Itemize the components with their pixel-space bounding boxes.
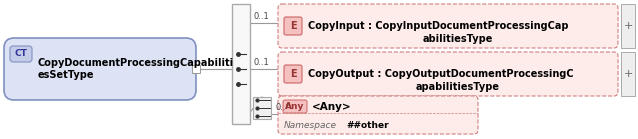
Text: Namespace: Namespace <box>284 121 337 130</box>
Text: +: + <box>623 21 633 31</box>
Text: 0..1: 0..1 <box>254 12 270 21</box>
Text: abilitiesType: abilitiesType <box>423 34 493 44</box>
Text: ##other: ##other <box>346 121 389 130</box>
Bar <box>192 65 200 73</box>
Text: +: + <box>623 69 633 79</box>
Text: CopyInput : CopyInputDocumentProcessingCap: CopyInput : CopyInputDocumentProcessingC… <box>308 21 568 31</box>
Bar <box>232 4 250 124</box>
Text: CopyDocumentProcessingCapabiliti
esSetType: CopyDocumentProcessingCapabiliti esSetTy… <box>38 58 234 80</box>
Text: 0..1: 0..1 <box>254 58 270 67</box>
FancyBboxPatch shape <box>284 17 302 35</box>
FancyBboxPatch shape <box>278 52 618 96</box>
Text: apabilitiesType: apabilitiesType <box>416 82 500 92</box>
Text: CT: CT <box>15 49 27 59</box>
Text: 0..*: 0..* <box>275 103 290 112</box>
FancyBboxPatch shape <box>10 46 32 62</box>
FancyBboxPatch shape <box>284 65 302 83</box>
FancyBboxPatch shape <box>4 38 196 100</box>
Text: E: E <box>290 21 296 31</box>
Text: E: E <box>290 69 296 79</box>
Text: <Any>: <Any> <box>312 101 352 111</box>
Text: CopyOutput : CopyOutputDocumentProcessingC: CopyOutput : CopyOutputDocumentProcessin… <box>308 69 574 79</box>
Text: Any: Any <box>285 102 305 111</box>
FancyBboxPatch shape <box>283 100 307 113</box>
Bar <box>621 52 635 96</box>
FancyBboxPatch shape <box>278 96 478 134</box>
Bar <box>253 97 271 119</box>
Bar <box>621 4 635 48</box>
FancyBboxPatch shape <box>278 4 618 48</box>
